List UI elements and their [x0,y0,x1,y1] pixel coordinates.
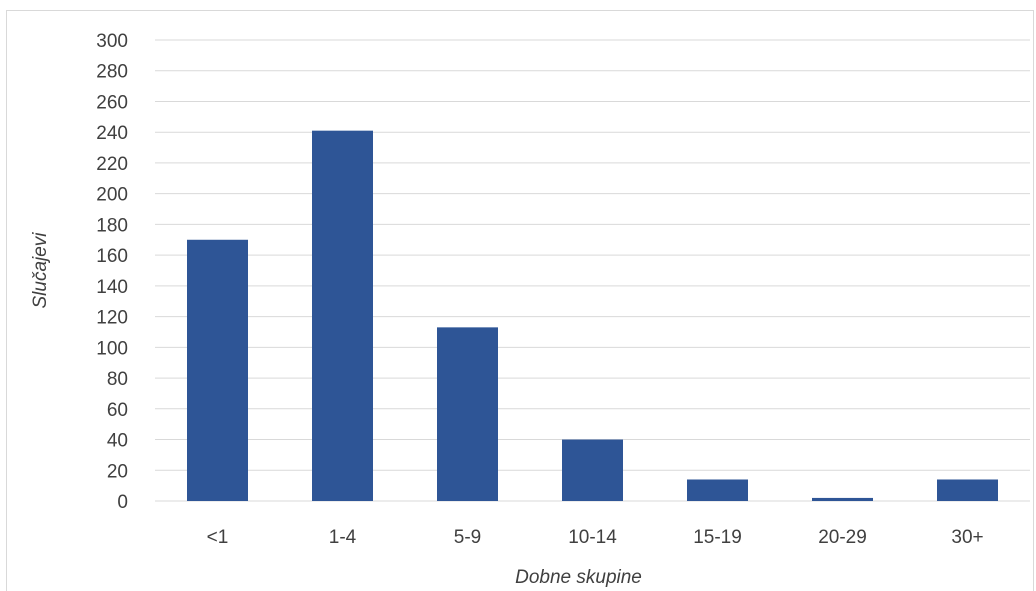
y-tick-label: 200 [96,185,128,206]
y-tick-label: 260 [96,92,128,113]
y-tick-label: 100 [96,338,128,359]
y-tick-label: 120 [96,308,128,329]
x-axis-title: Dobne skupine [515,567,642,588]
x-tick-label: 5-9 [454,527,481,548]
y-tick-label: 220 [96,154,128,175]
x-tick-labels: <1 1-4 5-9 10-14 15-19 20-29 30+ [207,527,984,548]
y-tick-label: 20 [107,461,128,482]
y-tick-label: 140 [96,277,128,298]
y-tick-labels: 0 20 40 60 80 100 120 140 160 180 200 220 240 260 280 3… [96,31,128,513]
y-tick-label: 40 [107,431,128,452]
gridlines [155,39,1030,502]
y-tick-label: 160 [96,246,128,267]
bar-1-4 [312,130,373,501]
y-axis-title: Slučajevi [30,232,51,309]
chart-frame [6,10,1034,591]
y-tick-label: 0 [117,492,128,513]
y-tick-label: 180 [96,215,128,236]
bar-5-9 [437,327,498,501]
bars [187,130,998,501]
y-tick-label: 80 [107,369,128,390]
bar-<1 [187,239,248,501]
y-tick-label: 60 [107,400,128,421]
y-tick-label: 280 [96,62,128,83]
x-tick-label: 20-29 [818,527,867,548]
x-tick-label: 10-14 [568,527,617,548]
x-tick-label: <1 [207,527,229,548]
y-tick-label: 300 [96,31,128,52]
y-tick-label: 240 [96,123,128,144]
bar-20-29 [812,497,873,501]
bar-10-14 [562,439,623,501]
x-tick-label: 1-4 [329,527,357,548]
bar-30+ [937,479,998,501]
bar-15-19 [687,479,748,501]
x-tick-label: 30+ [951,527,983,548]
x-tick-label: 15-19 [693,527,742,548]
